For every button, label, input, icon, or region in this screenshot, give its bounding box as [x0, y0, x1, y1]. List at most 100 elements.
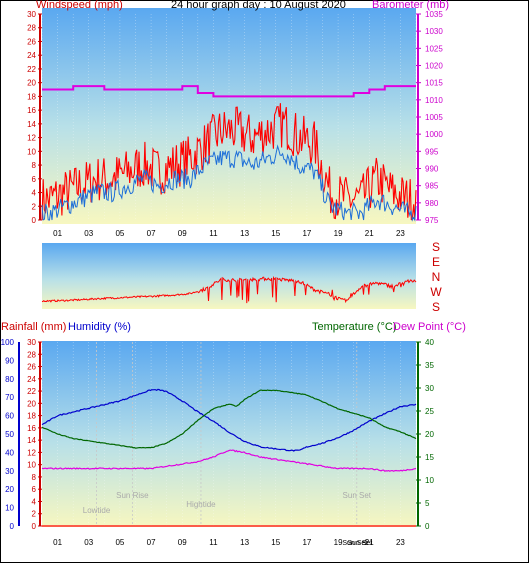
direction-label-w: W [430, 285, 442, 299]
wind-x-tick-label: 11 [209, 229, 218, 238]
barometer-tick-label: 1015 [425, 79, 443, 88]
wind-series [41, 85, 417, 222]
wind-tick-label: 26 [27, 37, 36, 46]
humidity-tick-label: 0 [10, 522, 15, 531]
wind-tick-label: 24 [27, 51, 36, 60]
direction-label-s: S [432, 300, 440, 314]
barometer-tick-label: 995 [425, 147, 439, 156]
barometer-tick-label: 1010 [425, 96, 443, 105]
barometer-tick-label: 1035 [425, 10, 443, 19]
barometer-tick-label: 980 [425, 199, 439, 208]
direction-plot-area [42, 243, 416, 309]
temperature-tick-label: 5 [425, 499, 430, 508]
humidity-tick-label: 60 [5, 412, 14, 421]
temperature-tick-label: 25 [425, 407, 434, 416]
wind-tick-label: 4 [32, 189, 37, 198]
wind-x-tick-label: 15 [271, 229, 280, 238]
barometer-line [42, 85, 416, 98]
temperature-x-tick-label: 09 [178, 538, 187, 547]
rainfall-tick-label: 20 [27, 399, 36, 408]
rainfall-tick-label: 8 [32, 473, 37, 482]
wind-tick-label: 18 [27, 92, 36, 101]
wind-x-tick-label: 13 [240, 229, 249, 238]
wind-x-tick-label: 17 [302, 229, 311, 238]
wind-tick-label: 22 [27, 65, 36, 74]
rainfall-tick-label: 12 [27, 448, 36, 457]
annotation-label: Sun Rise [116, 491, 149, 500]
temperature-axis-title: Temperature (°C) [312, 321, 396, 333]
humidity-tick-label: 20 [5, 485, 14, 494]
temperature-x-tick-label: 23 [396, 538, 405, 547]
wind-tick-label: 20 [27, 79, 36, 88]
dewpoint-line [41, 449, 417, 472]
temperature-series [41, 388, 417, 527]
temperature-line [41, 389, 417, 449]
wind-average-line [41, 144, 417, 222]
humidity-tick-label: 70 [5, 393, 14, 402]
temperature-x-tick-label: 21 [365, 538, 374, 547]
wind-x-tick-label: 07 [147, 229, 156, 238]
rainfall-tick-label: 24 [27, 375, 36, 384]
direction-label-e: E [432, 255, 440, 269]
rainfall-tick-label: 10 [27, 461, 36, 470]
rainfall-tick-label: 16 [27, 424, 36, 433]
humidity-tick-label: 50 [5, 430, 14, 439]
tide-sun-annotations: Lowtide Sun Rise Hightide Sun Set [83, 342, 372, 526]
wind-x-tick-label: 05 [115, 229, 124, 238]
humidity-tick-label: 40 [5, 448, 14, 457]
temperature-grid [41, 342, 417, 526]
barometer-tick-label: 1025 [425, 44, 443, 53]
barometer-tick-label: 975 [425, 216, 439, 225]
chart-title: 24 hour graph day : 10 August 2020 [171, 0, 346, 11]
sunset-x-label: Sun Set [347, 540, 372, 547]
wind-tick-label: 2 [32, 202, 37, 211]
wind-x-tick-label: 09 [178, 229, 187, 238]
wind-tick-label: 28 [27, 24, 36, 33]
rainfall-tick-label: 18 [27, 412, 36, 421]
wind-tick-label: 12 [27, 134, 36, 143]
wind-tick-label: 16 [27, 106, 36, 115]
barometer-tick-label: 1020 [425, 62, 443, 71]
wind-tick-label: 0 [32, 216, 37, 225]
rainfall-tick-label: 30 [27, 338, 36, 347]
humidity-tick-label: 100 [1, 338, 15, 347]
wind-tick-label: 8 [32, 161, 37, 170]
temperature-x-tick-label: 19 [334, 538, 343, 547]
barometer-tick-label: 1030 [425, 27, 443, 36]
temperature-axes: 0102030405060708090100024681012141618202… [1, 338, 435, 547]
temperature-x-tick-label: 11 [209, 538, 218, 547]
temperature-tick-label: 15 [425, 453, 434, 462]
temperature-x-tick-label: 17 [302, 538, 311, 547]
temperature-x-tick-label: 05 [115, 538, 124, 547]
sunset-x-label: Sun Set [342, 540, 367, 547]
temperature-tick-label: 20 [425, 430, 434, 439]
humidity-tick-label: 80 [5, 375, 14, 384]
temperature-x-tick-label: 01 [53, 538, 62, 547]
wind-x-tick-label: 23 [396, 229, 405, 238]
rainfall-tick-label: 4 [32, 497, 37, 506]
direction-label-n: N [432, 270, 441, 284]
temperature-tick-label: 0 [425, 522, 430, 531]
barometer-tick-label: 1005 [425, 113, 443, 122]
rainfall-tick-label: 0 [32, 522, 37, 531]
barometer-tick-label: 1000 [425, 130, 443, 139]
wind-tick-label: 10 [27, 147, 36, 156]
annotation-label: Lowtide [83, 506, 111, 515]
wind-gust-line [41, 103, 417, 221]
wind-tick-label: 14 [27, 120, 36, 129]
temperature-tick-label: 30 [425, 384, 434, 393]
rainfall-tick-label: 2 [32, 510, 37, 519]
temperature-x-tick-label: 15 [271, 538, 280, 547]
wind-x-tick-label: 19 [334, 229, 343, 238]
annotation-label: Hightide [186, 500, 216, 509]
temperature-x-tick-label: 03 [84, 538, 93, 547]
humidity-tick-label: 10 [5, 504, 14, 513]
temperature-tick-label: 10 [425, 476, 434, 485]
humidity-tick-label: 30 [5, 467, 14, 476]
wind-tick-label: 30 [27, 10, 36, 19]
dewpoint-axis-title: Dew Point (°C) [393, 321, 466, 333]
wind-x-tick-label: 21 [365, 229, 374, 238]
rainfall-tick-label: 6 [32, 485, 37, 494]
